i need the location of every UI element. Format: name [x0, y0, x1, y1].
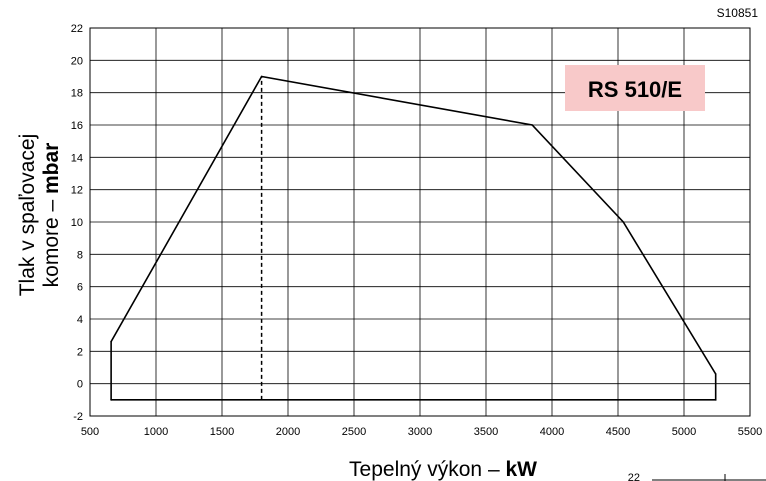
- y-axis-unit: mbar: [40, 143, 63, 194]
- x-axis-title: Tepelný výkon – kW: [349, 458, 537, 481]
- inset-tick-label: 22: [628, 472, 640, 481]
- y-tick-label: 14: [71, 152, 83, 164]
- inset-chart-fragment: 22: [628, 472, 766, 481]
- x-tick-label: 4500: [606, 426, 630, 438]
- y-tick-label: 20: [71, 55, 83, 67]
- y-tick-labels: -2 0 2 4 6 8 10 12 14 16 18 20 22: [71, 23, 83, 423]
- x-tick-label: 500: [81, 426, 99, 438]
- working-field-outline: [110, 75, 717, 401]
- y-axis-title-line1: Tlak v spaľovacej: [16, 134, 39, 297]
- y-axis-title-line2-text: komore –: [40, 194, 63, 287]
- data-point: [622, 221, 625, 223]
- y-tick-label: 4: [77, 314, 83, 326]
- model-label: RS 510/E: [588, 77, 682, 102]
- y-tick-label: 0: [77, 379, 83, 391]
- x-tick-label: 3500: [474, 426, 498, 438]
- y-tick-label: 8: [77, 249, 83, 261]
- y-tick-label: 18: [71, 88, 83, 100]
- y-tick-label: 2: [77, 346, 83, 358]
- plot-frame: [89, 27, 751, 417]
- y-tick-label: -2: [73, 411, 83, 423]
- x-tick-label: 1000: [144, 426, 168, 438]
- data-point: [714, 399, 717, 401]
- x-tick-label: 5000: [672, 426, 696, 438]
- y-tick-label: 6: [77, 282, 83, 294]
- x-axis-unit: kW: [505, 458, 537, 481]
- x-tick-label: 2500: [342, 426, 366, 438]
- data-point: [110, 399, 112, 401]
- x-axis-title-text: Tepelný výkon –: [349, 458, 505, 481]
- x-tick-label: 5500: [738, 426, 762, 438]
- document-code: S10851: [717, 6, 759, 20]
- x-tick-label: 3000: [408, 426, 432, 438]
- data-point: [714, 373, 717, 375]
- x-tick-labels: 500 1000 1500 2000 2500 3000 3500 4000 4500 5000 5…: [81, 426, 762, 438]
- x-tick-label: 1500: [210, 426, 234, 438]
- model-label-background: [565, 65, 705, 111]
- y-axis-title-line2: komore – mbar: [40, 143, 63, 288]
- data-point: [531, 124, 533, 126]
- y-tick-label: 16: [71, 120, 83, 132]
- y-axis-title: Tlak v spaľovacej komore – mbar: [16, 134, 63, 297]
- data-point: [260, 75, 263, 78]
- x-tick-label: 2000: [276, 426, 300, 438]
- data-point: [110, 340, 112, 343]
- x-tick-label: 4000: [540, 426, 564, 438]
- y-tick-label: 10: [71, 217, 83, 229]
- y-tick-label: 22: [71, 23, 83, 35]
- y-tick-label: 12: [71, 185, 83, 197]
- series-layer: [110, 75, 717, 401]
